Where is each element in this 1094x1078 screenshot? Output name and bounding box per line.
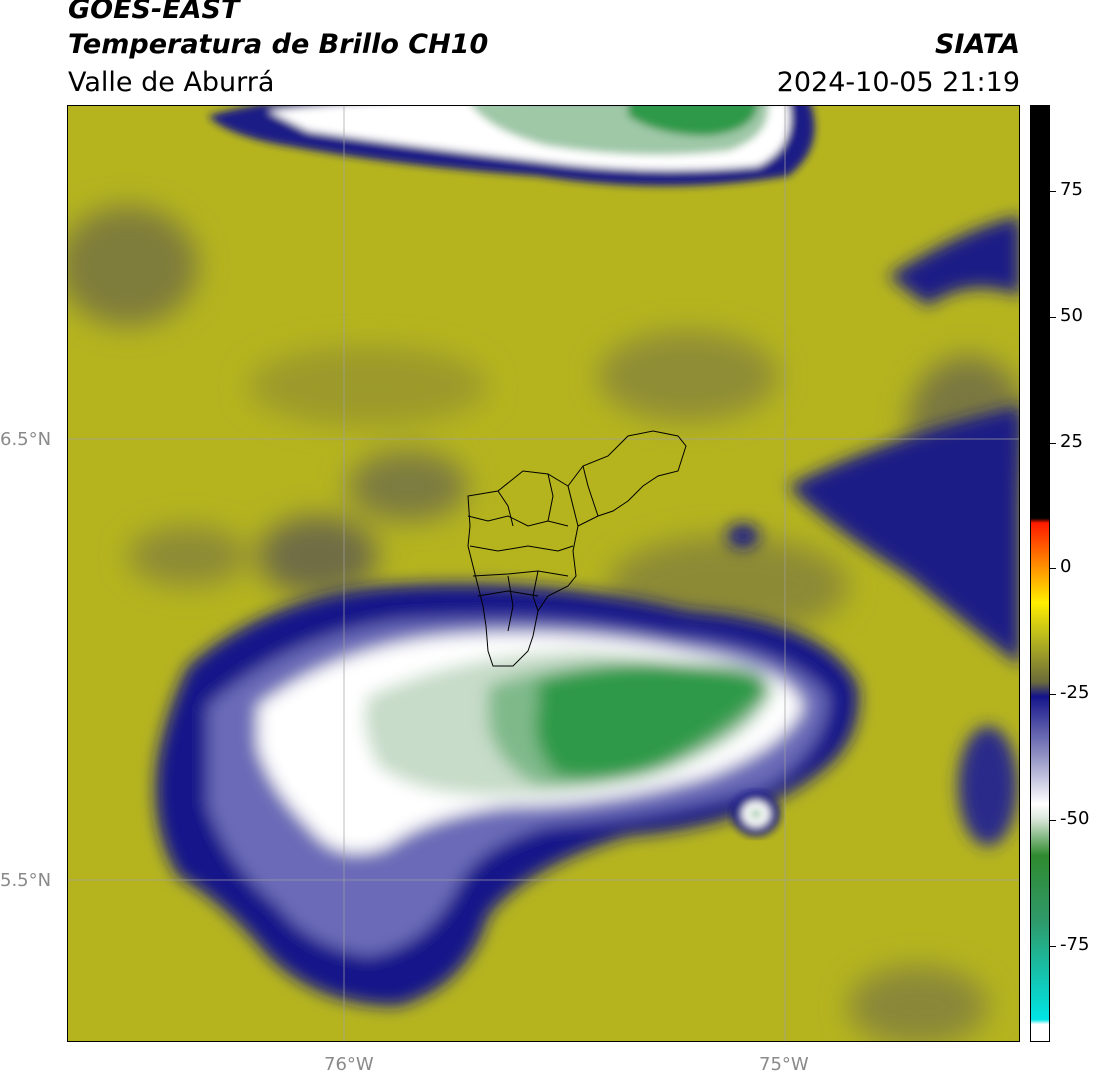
colorbar-tick-label: -75 bbox=[1060, 934, 1090, 955]
map-gridlines bbox=[68, 106, 1019, 1041]
satellite-map[interactable] bbox=[67, 105, 1020, 1042]
map-title-line2: Temperatura de Brillo CH10 bbox=[68, 29, 489, 60]
map-title-line1: GOES-EAST bbox=[68, 0, 240, 25]
colorbar-tick-mark bbox=[1050, 443, 1056, 444]
aburra-valley-boundaries bbox=[467, 430, 687, 667]
longitude-label-76: 76°W bbox=[324, 1054, 374, 1075]
colorbar-tick-mark bbox=[1050, 191, 1056, 192]
latitude-label-5-5: 5.5°N bbox=[0, 870, 52, 891]
isolated-cold-cell bbox=[732, 792, 780, 836]
longitude-label-75: 75°W bbox=[759, 1054, 809, 1075]
colorbar-tick-mark bbox=[1050, 946, 1056, 947]
south-convective-system bbox=[155, 583, 859, 1006]
agency-label: SIATA bbox=[934, 29, 1020, 60]
colorbar-tick-mark bbox=[1050, 694, 1056, 695]
timestamp-label: 2024-10-05 21:19 bbox=[776, 67, 1020, 98]
northeast-cold-band bbox=[727, 216, 1019, 846]
colorbar-tick-mark bbox=[1050, 568, 1056, 569]
colorbar-tick-label: -25 bbox=[1060, 682, 1090, 703]
latitude-label-6-5: 6.5°N bbox=[0, 429, 52, 450]
colorbar-tick-mark bbox=[1050, 820, 1056, 821]
colorbar-tick-label: 50 bbox=[1060, 305, 1083, 326]
colorbar-tick-label: 75 bbox=[1060, 179, 1083, 200]
colorbar-tick-label: -50 bbox=[1060, 808, 1090, 829]
region-subtitle: Valle de Aburrá bbox=[68, 67, 275, 98]
colorbar-tick-label: 25 bbox=[1060, 431, 1083, 452]
colorbar-tick-mark bbox=[1050, 317, 1056, 318]
north-convective-cell bbox=[208, 106, 815, 186]
colorbar-gradient bbox=[1031, 106, 1049, 1041]
brightness-temperature-field bbox=[68, 106, 1019, 1041]
colorbar-tick-label: 0 bbox=[1060, 556, 1072, 577]
colorbar bbox=[1030, 105, 1050, 1042]
